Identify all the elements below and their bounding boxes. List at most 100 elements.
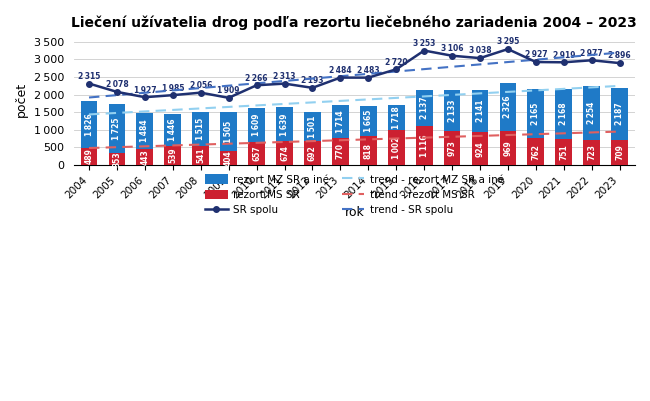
Text: 404: 404 xyxy=(224,150,233,166)
Text: 2 187: 2 187 xyxy=(615,103,624,126)
Text: 3 106: 3 106 xyxy=(441,44,463,53)
Text: 353: 353 xyxy=(112,151,122,166)
Bar xyxy=(611,140,628,165)
Text: 1 609: 1 609 xyxy=(252,114,261,136)
Bar xyxy=(416,90,432,165)
Title: Liečení užívatelia drog podľa rezortu liečebného zariadenia 2004 – 2023: Liečení užívatelia drog podľa rezortu li… xyxy=(72,15,637,30)
Text: 2 326: 2 326 xyxy=(504,96,512,118)
Legend: rezort MZ SR a iné, rezort MS SR, SR spolu, trend - rezort MZ SR a iné, trend - : rezort MZ SR a iné, rezort MS SR, SR spo… xyxy=(201,170,508,220)
Text: 723: 723 xyxy=(587,144,596,160)
Text: 973: 973 xyxy=(448,140,456,156)
Text: 2 483: 2 483 xyxy=(357,66,380,75)
Text: 1 665: 1 665 xyxy=(364,110,373,132)
Bar xyxy=(360,106,376,165)
Bar xyxy=(332,138,349,165)
Text: 751: 751 xyxy=(559,144,568,160)
Bar xyxy=(528,138,544,165)
Text: 657: 657 xyxy=(252,146,261,161)
Text: 2 977: 2 977 xyxy=(580,49,603,58)
Bar xyxy=(583,140,600,165)
Bar xyxy=(555,139,572,165)
Text: 541: 541 xyxy=(196,148,205,163)
Text: 1 718: 1 718 xyxy=(392,106,400,128)
Text: 2 919: 2 919 xyxy=(552,51,575,60)
Text: 1 639: 1 639 xyxy=(280,113,289,136)
Text: 443: 443 xyxy=(140,149,150,165)
Text: 2 896: 2 896 xyxy=(608,51,631,61)
Text: 1 515: 1 515 xyxy=(196,117,205,140)
Bar xyxy=(248,142,265,165)
Text: 539: 539 xyxy=(168,148,177,163)
Bar xyxy=(555,89,572,165)
Bar xyxy=(332,105,349,165)
Text: 3 038: 3 038 xyxy=(469,47,491,55)
Text: 2 168: 2 168 xyxy=(559,102,568,125)
Bar xyxy=(220,151,237,165)
Text: 2 313: 2 313 xyxy=(273,72,296,81)
Text: 2 315: 2 315 xyxy=(78,72,100,81)
Bar xyxy=(416,126,432,165)
Text: 709: 709 xyxy=(615,144,624,160)
Text: 770: 770 xyxy=(336,144,345,160)
Text: 2 078: 2 078 xyxy=(105,80,128,89)
Bar xyxy=(136,113,153,165)
Bar xyxy=(164,146,181,165)
Bar xyxy=(472,90,488,165)
Bar xyxy=(248,108,265,165)
Bar xyxy=(109,104,125,165)
Bar xyxy=(136,150,153,165)
Text: 1 725: 1 725 xyxy=(112,117,122,140)
Text: 924: 924 xyxy=(476,141,484,156)
Text: 1 505: 1 505 xyxy=(224,120,233,142)
Text: 1 116: 1 116 xyxy=(420,134,428,156)
Bar xyxy=(611,88,628,165)
Bar xyxy=(192,112,209,165)
Text: 2 141: 2 141 xyxy=(476,100,484,122)
Text: 1 927: 1 927 xyxy=(133,85,156,95)
Bar xyxy=(360,136,376,165)
Text: 2 484: 2 484 xyxy=(329,66,352,75)
Text: 1 484: 1 484 xyxy=(140,120,150,142)
Text: 2 137: 2 137 xyxy=(420,97,428,119)
Text: 692: 692 xyxy=(308,145,317,161)
Bar xyxy=(500,83,516,165)
Text: 3 253: 3 253 xyxy=(413,39,436,48)
Bar xyxy=(192,146,209,165)
Bar xyxy=(388,130,404,165)
Text: 2 165: 2 165 xyxy=(531,102,540,125)
Bar xyxy=(276,141,293,165)
Text: 1 714: 1 714 xyxy=(336,110,345,133)
Bar xyxy=(276,107,293,165)
Bar xyxy=(528,89,544,165)
Text: 2 266: 2 266 xyxy=(245,74,268,83)
Bar xyxy=(164,114,181,165)
Text: 2 927: 2 927 xyxy=(525,51,547,59)
Bar xyxy=(81,148,98,165)
Text: 2 254: 2 254 xyxy=(587,101,596,124)
Text: 2 193: 2 193 xyxy=(301,76,324,85)
Text: 969: 969 xyxy=(504,140,512,156)
Text: 489: 489 xyxy=(84,148,94,164)
Bar xyxy=(304,141,321,165)
Bar xyxy=(444,90,460,165)
Bar xyxy=(81,101,98,165)
X-axis label: rok: rok xyxy=(344,206,364,219)
Text: 762: 762 xyxy=(531,144,540,160)
Text: 674: 674 xyxy=(280,145,289,161)
Bar xyxy=(109,152,125,165)
Text: 1 501: 1 501 xyxy=(308,115,317,138)
Bar xyxy=(583,86,600,165)
Text: 2 056: 2 056 xyxy=(190,81,212,90)
Text: 3 295: 3 295 xyxy=(497,37,519,47)
Text: 1 985: 1 985 xyxy=(162,83,184,93)
Bar xyxy=(304,112,321,165)
Text: 1 446: 1 446 xyxy=(168,119,177,141)
Bar xyxy=(444,131,460,165)
Text: 1 826: 1 826 xyxy=(84,113,94,136)
Text: 2 133: 2 133 xyxy=(448,99,456,122)
Y-axis label: počet: počet xyxy=(15,82,28,117)
Bar xyxy=(388,105,404,165)
Text: 1 909: 1 909 xyxy=(217,86,240,95)
Text: 818: 818 xyxy=(364,143,373,158)
Bar xyxy=(500,131,516,165)
